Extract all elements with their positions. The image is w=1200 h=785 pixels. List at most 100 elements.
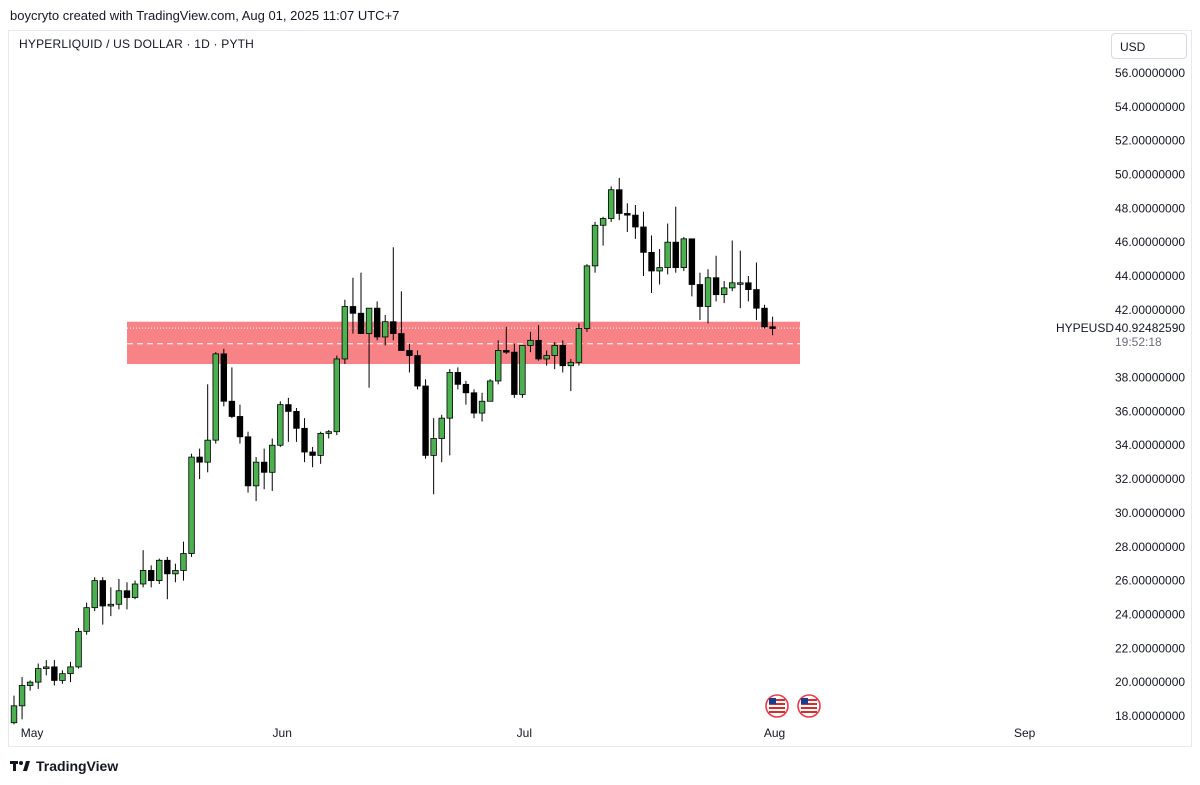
candle bbox=[696, 272, 704, 321]
candle-body bbox=[664, 241, 671, 268]
candle-body bbox=[75, 630, 82, 668]
candle bbox=[688, 238, 696, 297]
candle-body bbox=[575, 328, 583, 363]
candle bbox=[10, 695, 18, 725]
candle-body bbox=[139, 570, 147, 585]
candle-body bbox=[430, 438, 437, 456]
price-tick-label: 48.00000000 bbox=[1115, 201, 1185, 215]
candle-body bbox=[188, 456, 195, 554]
candle-body bbox=[309, 451, 316, 456]
candle-body bbox=[656, 267, 663, 272]
candle-body bbox=[438, 417, 445, 439]
candle bbox=[67, 661, 74, 683]
time-axis-label: Jul bbox=[517, 726, 532, 740]
flag-stripe bbox=[769, 699, 785, 701]
candle bbox=[422, 379, 429, 459]
candle bbox=[164, 556, 171, 600]
flag-stripe bbox=[769, 703, 785, 705]
time-axis-label: Sep bbox=[1014, 726, 1036, 740]
support-resistance-zone bbox=[127, 321, 800, 365]
candle bbox=[139, 550, 147, 588]
candle bbox=[414, 350, 421, 390]
candle bbox=[204, 384, 211, 473]
candle bbox=[656, 248, 663, 285]
candle-body bbox=[696, 284, 704, 307]
candle bbox=[301, 418, 308, 463]
candle bbox=[357, 272, 365, 334]
candle bbox=[607, 186, 615, 222]
price-tick-label: 56.00000000 bbox=[1115, 66, 1185, 80]
candle-body bbox=[446, 372, 453, 419]
currency-selector[interactable]: USD bbox=[1111, 33, 1187, 59]
tradingview-logo[interactable]: TradingView bbox=[10, 758, 118, 774]
candle bbox=[446, 369, 453, 456]
candle-body bbox=[478, 400, 486, 414]
last-price-label: 40.92482590 bbox=[1115, 321, 1185, 335]
candle bbox=[285, 397, 292, 442]
price-tick-label: 50.00000000 bbox=[1115, 168, 1185, 182]
candle bbox=[260, 448, 268, 490]
candle bbox=[277, 401, 284, 447]
candle-body bbox=[244, 436, 252, 487]
candle-body bbox=[414, 355, 421, 387]
candle-body bbox=[398, 333, 405, 351]
candle bbox=[341, 299, 349, 365]
candle bbox=[26, 680, 34, 691]
flag-stripe bbox=[769, 711, 785, 713]
candle-body bbox=[511, 351, 518, 395]
candle bbox=[317, 431, 324, 464]
candle-body bbox=[18, 685, 26, 707]
candle bbox=[640, 211, 647, 277]
candle-body bbox=[196, 456, 203, 463]
candle bbox=[664, 223, 671, 275]
candle-body bbox=[632, 214, 639, 228]
flag-stripe bbox=[801, 699, 817, 701]
candle bbox=[293, 408, 300, 442]
candle bbox=[503, 326, 510, 354]
candle bbox=[406, 343, 413, 373]
chart-frame bbox=[8, 30, 1192, 747]
candle-body bbox=[365, 307, 373, 334]
candle bbox=[737, 250, 744, 309]
candle-body bbox=[228, 400, 236, 417]
candle bbox=[567, 358, 575, 392]
candle bbox=[309, 446, 316, 468]
candle-body bbox=[422, 385, 429, 456]
candle bbox=[123, 582, 131, 610]
candle-body bbox=[204, 439, 211, 463]
candle bbox=[180, 541, 187, 581]
time-axis-label: May bbox=[21, 726, 44, 740]
candle bbox=[438, 414, 445, 463]
attribution-text: boycryto created with TradingView.com, A… bbox=[10, 8, 400, 23]
candle bbox=[430, 418, 437, 495]
candle bbox=[147, 565, 155, 588]
candle bbox=[583, 264, 591, 332]
candle bbox=[333, 355, 340, 436]
candle bbox=[632, 204, 639, 239]
candle-body bbox=[583, 265, 591, 329]
tradingview-brand-text: TradingView bbox=[36, 758, 119, 774]
candlestick-series bbox=[10, 177, 776, 725]
candle bbox=[729, 240, 736, 292]
candle bbox=[99, 577, 106, 625]
candle bbox=[51, 660, 58, 686]
candle bbox=[761, 304, 768, 329]
candle-body bbox=[454, 372, 462, 385]
price-tick-label: 42.00000000 bbox=[1115, 303, 1185, 317]
candle bbox=[35, 663, 42, 689]
candle bbox=[43, 660, 50, 676]
us-flag-event-icon[interactable] bbox=[797, 694, 821, 718]
candle bbox=[107, 587, 115, 617]
chart-title[interactable]: HYPERLIQUID / US DOLLAR · 1D · PYTH bbox=[19, 37, 255, 51]
price-tick-label: 46.00000000 bbox=[1115, 235, 1185, 249]
us-flag-event-icon[interactable] bbox=[765, 694, 789, 718]
candle bbox=[228, 367, 236, 419]
price-tick-label: 44.00000000 bbox=[1115, 269, 1185, 283]
candle-body bbox=[357, 312, 365, 334]
candle bbox=[519, 345, 526, 398]
candle bbox=[365, 307, 373, 388]
candle bbox=[486, 379, 494, 402]
candle bbox=[131, 580, 139, 600]
candle-body bbox=[406, 350, 413, 356]
